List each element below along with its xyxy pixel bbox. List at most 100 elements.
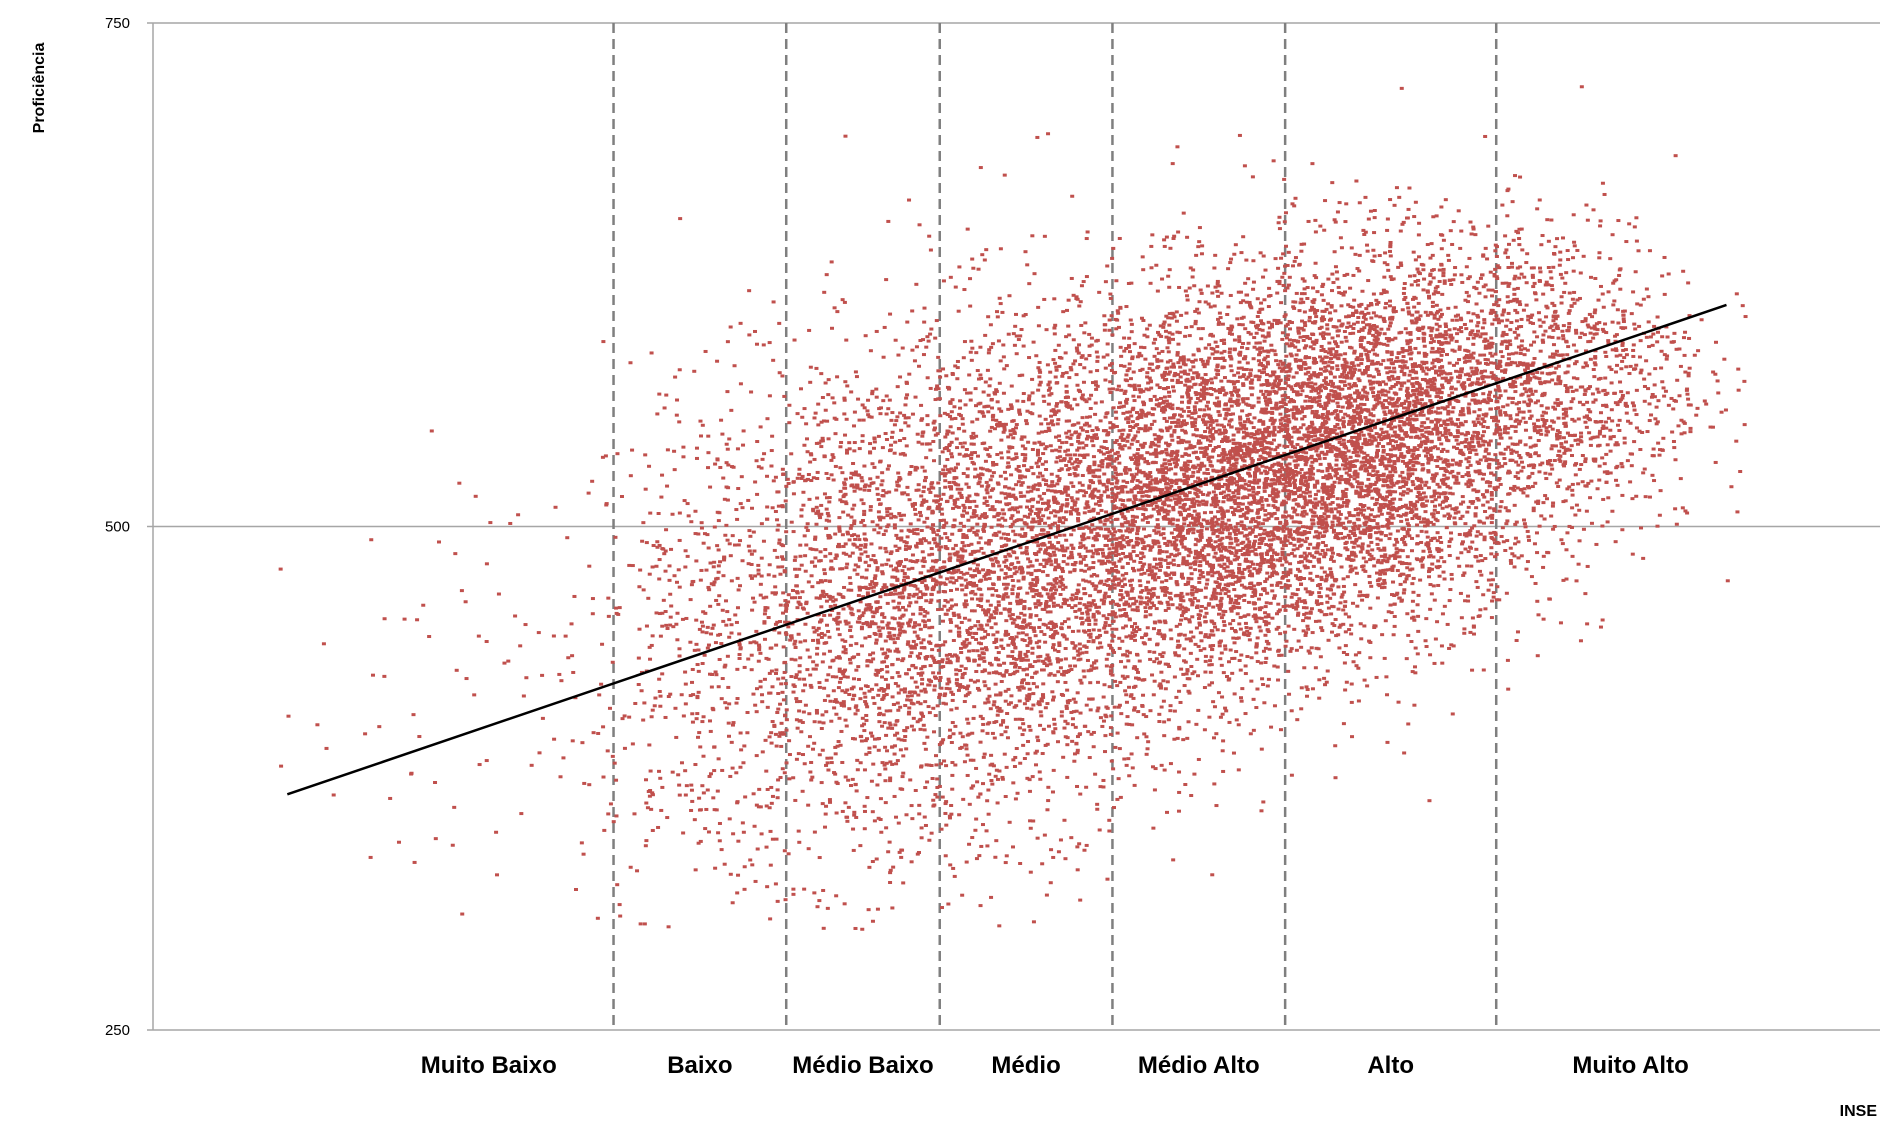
data-point xyxy=(888,779,893,783)
data-point xyxy=(996,577,1001,581)
data-point xyxy=(679,693,684,697)
data-point xyxy=(937,743,942,747)
data-point xyxy=(817,720,822,724)
data-point xyxy=(1074,457,1079,461)
data-point xyxy=(808,460,813,464)
data-point xyxy=(864,620,869,624)
data-point xyxy=(1099,508,1104,512)
data-point xyxy=(1116,777,1121,781)
data-point xyxy=(1263,365,1268,369)
data-point xyxy=(1060,546,1065,550)
data-point xyxy=(1106,457,1111,461)
data-point xyxy=(1037,494,1042,498)
data-point xyxy=(581,852,586,856)
data-point xyxy=(823,408,828,412)
data-point xyxy=(1070,723,1075,727)
data-point xyxy=(1051,855,1056,859)
data-point xyxy=(708,485,713,489)
data-point xyxy=(940,795,945,799)
data-point xyxy=(985,368,990,372)
data-point xyxy=(918,590,923,594)
data-point xyxy=(765,787,770,791)
data-point xyxy=(962,686,967,690)
data-point xyxy=(976,795,981,799)
data-point xyxy=(1024,633,1029,637)
data-point xyxy=(997,421,1002,425)
data-point xyxy=(784,607,789,611)
data-point xyxy=(1087,756,1092,760)
data-point xyxy=(781,472,786,476)
data-point xyxy=(948,556,953,560)
data-point xyxy=(812,891,817,895)
data-point xyxy=(1117,581,1122,585)
data-point xyxy=(832,306,837,310)
data-point xyxy=(872,437,877,441)
data-point xyxy=(999,723,1004,727)
data-point xyxy=(1004,558,1009,562)
data-point xyxy=(1007,610,1012,614)
data-point xyxy=(994,637,999,641)
data-point xyxy=(605,749,610,753)
data-point xyxy=(770,720,775,724)
data-point xyxy=(860,586,865,590)
data-point xyxy=(844,451,849,455)
data-point xyxy=(928,664,933,668)
data-point xyxy=(321,642,326,646)
data-point xyxy=(1091,474,1096,478)
data-point xyxy=(874,683,879,687)
data-point xyxy=(851,472,856,476)
data-point xyxy=(867,484,872,488)
data-point xyxy=(795,726,800,730)
data-point xyxy=(795,606,800,610)
data-point xyxy=(728,872,733,876)
data-point xyxy=(869,542,874,546)
data-point xyxy=(873,561,878,565)
data-point xyxy=(1120,585,1125,589)
data-point xyxy=(1035,836,1040,840)
data-point xyxy=(1175,518,1180,522)
data-point xyxy=(620,717,625,721)
data-point xyxy=(945,600,950,604)
data-point xyxy=(653,696,658,700)
data-point xyxy=(1107,623,1112,627)
data-point xyxy=(944,800,949,804)
data-point xyxy=(1143,474,1148,478)
data-point xyxy=(723,701,728,705)
data-point xyxy=(1071,710,1076,714)
data-point xyxy=(1065,775,1070,779)
data-point xyxy=(857,558,862,562)
data-point xyxy=(1295,600,1300,604)
data-point xyxy=(959,664,964,668)
data-point xyxy=(1412,703,1417,707)
data-point xyxy=(879,588,884,592)
data-point xyxy=(826,437,831,441)
data-point xyxy=(537,751,542,755)
data-point xyxy=(959,493,964,497)
data-point xyxy=(1030,505,1035,509)
data-point xyxy=(1340,489,1345,493)
data-point xyxy=(812,416,817,420)
data-point xyxy=(1082,456,1087,460)
data-point xyxy=(972,515,977,519)
data-point xyxy=(650,793,655,797)
data-points xyxy=(278,85,1748,931)
data-point xyxy=(464,677,469,681)
data-point xyxy=(848,476,853,480)
data-point xyxy=(822,613,827,617)
data-point xyxy=(368,855,373,859)
data-point xyxy=(1001,720,1006,724)
data-point xyxy=(1175,606,1180,610)
data-point xyxy=(780,467,785,471)
data-point xyxy=(780,555,785,559)
data-point xyxy=(561,756,566,760)
data-point xyxy=(885,514,890,518)
data-point xyxy=(927,678,932,682)
data-point xyxy=(1087,353,1092,357)
data-point xyxy=(1105,877,1110,881)
data-point xyxy=(1037,770,1042,774)
data-point xyxy=(735,697,740,701)
data-point xyxy=(662,552,667,556)
data-point xyxy=(862,488,867,492)
data-point xyxy=(959,651,964,655)
data-point xyxy=(1166,562,1171,566)
